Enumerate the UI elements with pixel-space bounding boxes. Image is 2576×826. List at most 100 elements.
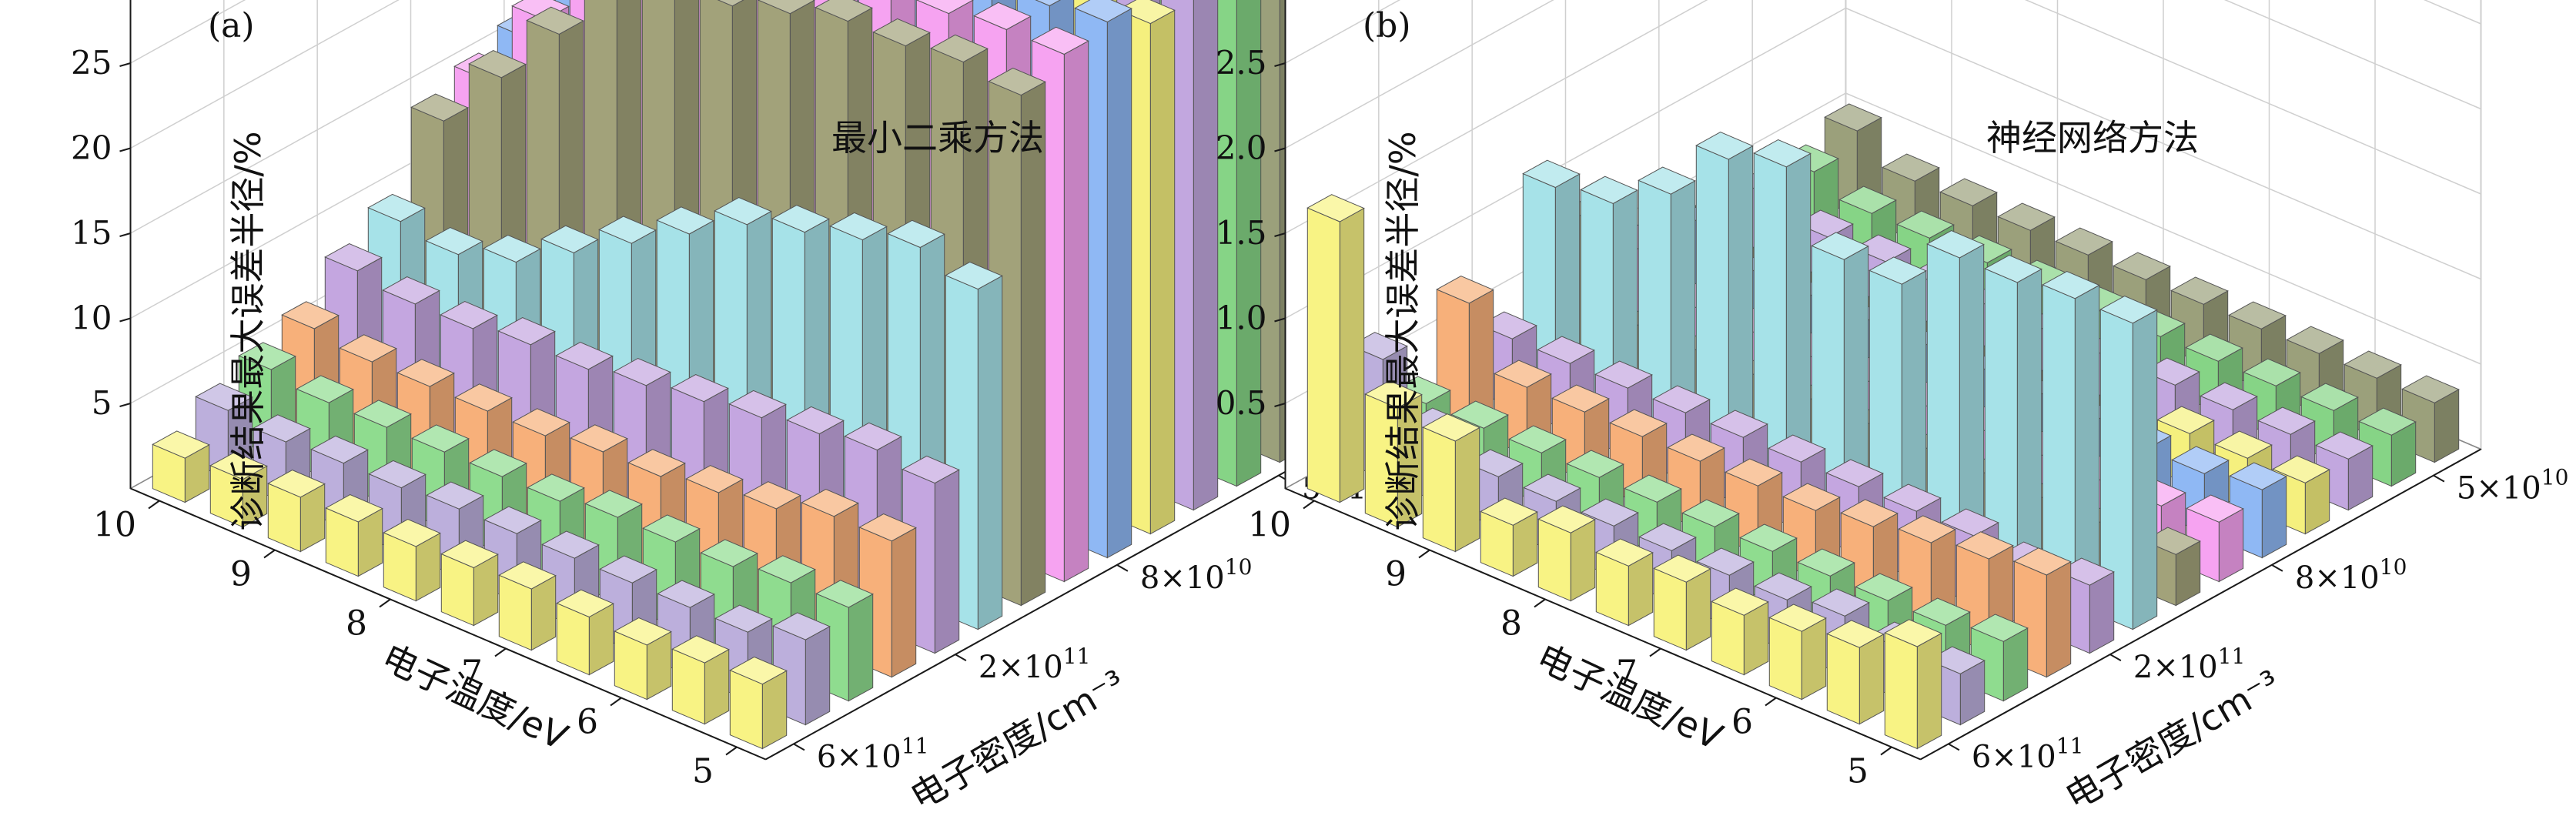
bar-face-front	[1653, 567, 1687, 651]
bar-face-side	[1063, 40, 1089, 583]
bar-1-0-1	[1826, 620, 1885, 725]
bar-0-0-8	[267, 470, 326, 553]
bar-face-side	[1959, 243, 1985, 557]
x-tick	[1765, 697, 1777, 707]
bar-face-top	[1768, 604, 1827, 632]
bar-face-side	[1858, 633, 1885, 725]
bar-face-top	[410, 93, 469, 122]
y-axis	[765, 448, 1326, 761]
y-tick-times: ×10	[998, 650, 1062, 685]
bar-face-top	[728, 390, 787, 419]
bar-1-5-5	[1811, 232, 1869, 507]
y-tick	[1116, 563, 1129, 572]
bar-face-top	[1537, 336, 1595, 364]
x-tick-label: 10	[1248, 506, 1291, 545]
chart-panel-0: 510152025303510987655×10108×10102×10116×…	[71, 0, 1413, 818]
bar-0-0-4	[498, 561, 557, 651]
bar-face-side	[1193, 0, 1219, 511]
bar-0-0-3	[556, 589, 614, 676]
bar-face-top	[1711, 587, 1769, 616]
bar-face-top	[396, 359, 455, 387]
bar-face-top	[497, 317, 556, 346]
x-tick	[1880, 746, 1892, 756]
y-tick-label: 6×1011	[1972, 733, 2084, 774]
bar-face-top	[1667, 433, 1725, 462]
chart-annotation: 神经网络方法	[1986, 117, 2199, 159]
bar-face-top	[325, 494, 383, 523]
bar-face-top	[656, 206, 714, 235]
y-tick-times: ×10	[2153, 650, 2217, 685]
z-tick-label: 25	[71, 44, 112, 82]
bar-face-top	[2214, 430, 2273, 459]
bar-face-top	[368, 460, 427, 489]
y-tick-mantissa: 2	[979, 650, 998, 685]
bar-face-front	[1537, 518, 1571, 602]
y-tick-mantissa: 8	[2295, 560, 2314, 596]
bar-face-top	[2300, 383, 2359, 411]
bar-face-top	[1494, 359, 1552, 388]
bar-face-top	[1840, 499, 1899, 527]
bar-0-0-5	[440, 540, 499, 627]
bar-face-top	[801, 489, 859, 517]
y-tick	[2109, 654, 2122, 661]
bar-face-top	[627, 449, 686, 477]
x-axis	[1285, 487, 1921, 761]
x-tick-label: 7	[1616, 654, 1638, 693]
z-tick-label: 1.5	[1216, 214, 1267, 252]
bar-1-0-5	[1595, 538, 1654, 627]
bar-face-side	[1106, 8, 1132, 559]
y-tick-label: 6×1011	[817, 733, 929, 774]
y-tick-times: ×10	[1991, 739, 2056, 774]
x-tick	[148, 500, 160, 510]
x-tick	[1418, 549, 1430, 559]
panel-label: (a)	[208, 6, 255, 45]
z-tick-label: 1.0	[1216, 299, 1267, 337]
bar-face-side	[2089, 571, 2115, 654]
bar-face-front	[1826, 633, 1860, 725]
bar-face-top	[772, 612, 831, 640]
bar-face-top	[253, 414, 311, 443]
bar-0-0-9	[209, 451, 268, 528]
bar-1-0-4	[1653, 554, 1711, 651]
bar-face-top	[902, 455, 960, 484]
bar-face-side	[934, 469, 960, 654]
y-tick-mantissa: 6	[1972, 739, 1991, 774]
y-tick	[2433, 474, 2445, 483]
bar-face-top	[1984, 255, 2042, 283]
y-tick-label: 8×1010	[1140, 554, 1253, 596]
y-tick	[793, 743, 805, 751]
bar-face-top	[2343, 350, 2402, 379]
bar-face-top	[930, 34, 989, 63]
bar-face-top	[238, 342, 296, 370]
bar-face-top	[685, 465, 744, 493]
bar-1-5-6	[1753, 139, 1812, 483]
bar-face-top	[1898, 515, 1956, 543]
z-tick	[1274, 232, 1286, 237]
bar-face-top	[2156, 406, 2215, 434]
y-tick-mantissa: 5	[2457, 471, 2476, 507]
y-tick-label: 8×1010	[2295, 554, 2407, 596]
x-tick-label: 10	[93, 506, 136, 545]
bar-face-top	[296, 375, 354, 403]
bar-face-top	[1035, 0, 1061, 7]
bar-1-0-0	[1884, 619, 1942, 750]
bar-face-top	[757, 0, 815, 15]
bar-face-front	[1768, 617, 1802, 701]
bar-1-5-0	[2099, 296, 2158, 630]
bar-face-top	[1855, 573, 1913, 601]
bar-face-top	[2013, 547, 2072, 576]
bar-face-side	[1685, 568, 1711, 651]
chart-panel-1: 0.51.01.52.02.53.03.510987655×10108×1010…	[1216, 0, 2569, 818]
y-tick-exponent: 10	[2541, 465, 2569, 490]
bar-face-top	[1436, 276, 1494, 304]
bar-0-0-2	[614, 617, 672, 701]
y-tick-exponent: 11	[902, 733, 929, 758]
bar-face-top	[988, 67, 1046, 96]
bar-face-top	[1566, 450, 1624, 478]
bar-face-top	[1884, 619, 1942, 647]
bar-face-top	[339, 334, 397, 363]
bar-face-top	[598, 216, 657, 244]
bar-face-top	[614, 617, 672, 646]
bar-face-top	[1896, 210, 1955, 239]
bar-face-top	[2358, 407, 2417, 436]
